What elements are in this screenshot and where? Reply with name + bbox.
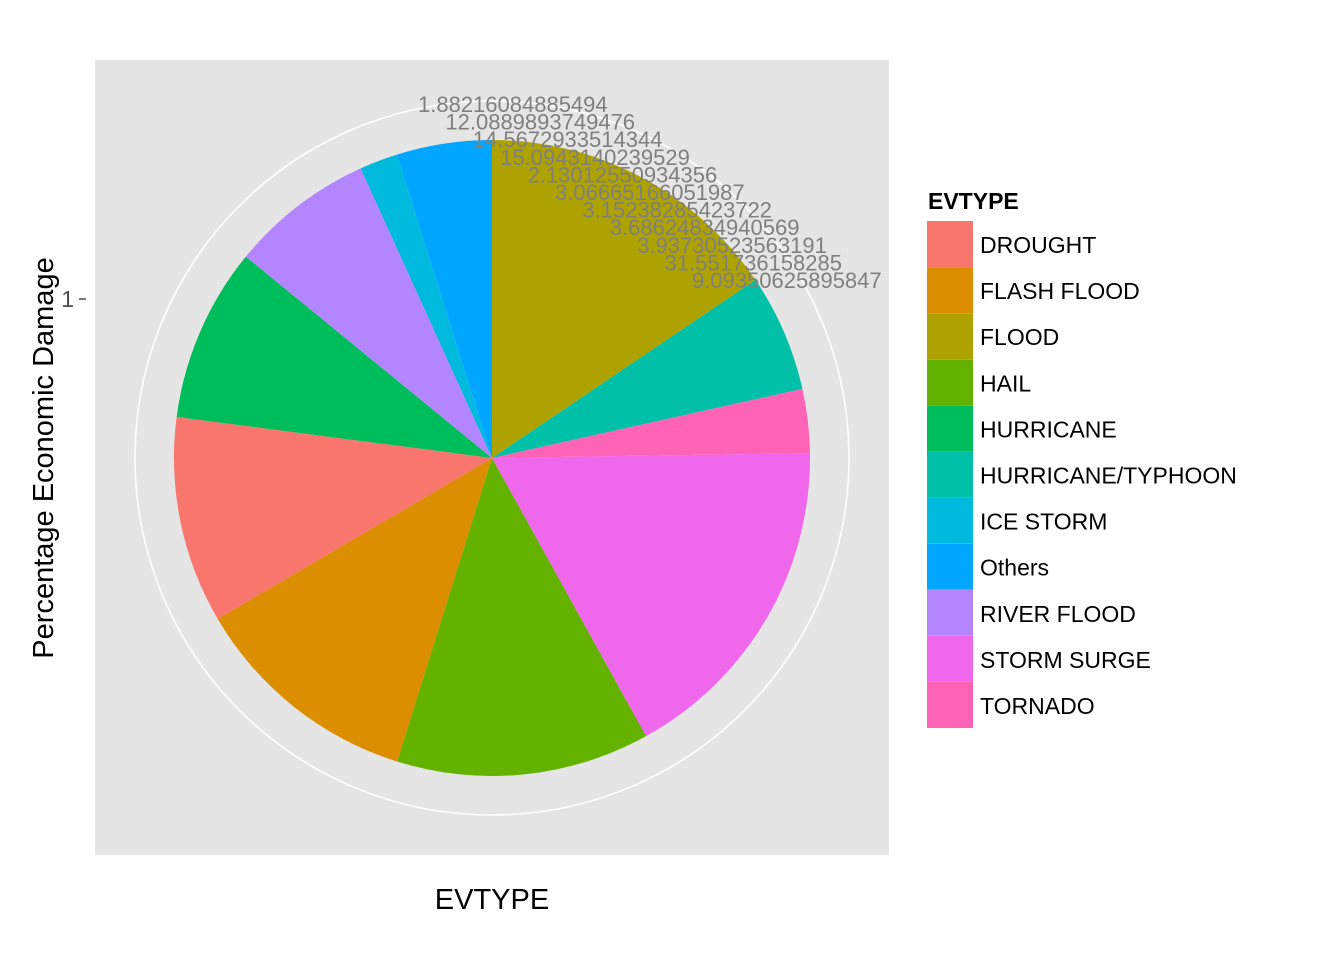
data-label: 1.88216084885494 (418, 92, 608, 117)
legend-swatch (927, 497, 973, 544)
data-label: 3.93730523563191 (637, 233, 827, 258)
pie-slice-hail (397, 458, 647, 776)
legend-label: HAIL (980, 370, 1031, 396)
y-axis-title: Percentage Economic Damage (28, 257, 60, 658)
legend-swatch (927, 313, 973, 360)
data-label: 14.5672933514344 (473, 127, 663, 152)
data-label: 3.15238285423722 (582, 198, 772, 223)
data-label: 3.68624834940569 (610, 215, 800, 240)
legend-title: EVTYPE (928, 188, 1019, 214)
legend-swatch (927, 589, 973, 636)
legend-label: RIVER FLOOD (980, 601, 1136, 627)
pie-slice-flood (492, 140, 756, 458)
data-label: 3.06665166051987 (555, 180, 745, 205)
legend-label: HURRICANE/TYPHOON (980, 463, 1237, 489)
data-label: 9.09350625895847 (692, 268, 882, 293)
legend-swatch (927, 405, 973, 452)
legend-label: Others (980, 555, 1049, 581)
pie-slices (174, 140, 810, 776)
data-label: 2.13012550934356 (528, 162, 718, 187)
y-tick-label: 1 (61, 286, 74, 312)
pie-slice-hurricane (176, 256, 492, 458)
x-axis-title: EVTYPE (435, 884, 549, 916)
pie-slice-river-flood (245, 168, 492, 458)
legend-swatch (927, 682, 973, 728)
outer-grid-circle (134, 100, 850, 816)
legend-swatch (927, 221, 973, 267)
data-labels: 1.8821608488549412.088989374947614.56729… (418, 92, 882, 293)
legend-label: FLASH FLOOD (980, 278, 1140, 304)
pie-slice-others (396, 140, 492, 458)
pie-slice-storm-surge (492, 453, 810, 737)
legend-label: STORM SURGE (980, 647, 1151, 673)
legend-label: ICE STORM (980, 509, 1107, 535)
pie-slice-ice-storm (360, 154, 492, 458)
legend: DROUGHT FLASH FLOOD FLOOD HAIL HURRICANE HURR… (927, 221, 1237, 728)
pie-slice-flash-flood (217, 458, 492, 762)
pie-slice-tornado (492, 388, 810, 458)
legend-swatch (927, 267, 973, 314)
legend-label: FLOOD (980, 324, 1059, 350)
pie-slice-drought (174, 416, 492, 619)
legend-swatch (927, 543, 973, 590)
legend-label: TORNADO (980, 693, 1095, 719)
legend-swatch (927, 359, 973, 406)
pie-slice-hurricane-typhoon (492, 279, 803, 458)
legend-swatch (927, 451, 973, 498)
data-label: 12.0889893749476 (445, 110, 635, 135)
data-label: 31.551736158285 (665, 250, 842, 275)
legend-label: HURRICANE (980, 416, 1117, 442)
legend-label: DROUGHT (980, 232, 1096, 258)
legend-swatch (927, 635, 973, 682)
data-label: 15.0943140239529 (500, 145, 690, 170)
